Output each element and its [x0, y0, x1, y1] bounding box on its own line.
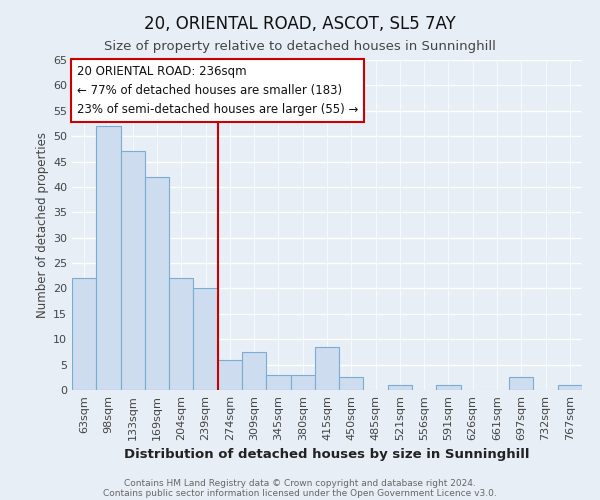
Bar [218, 360, 242, 390]
Y-axis label: Number of detached properties: Number of detached properties [36, 132, 49, 318]
Text: Contains HM Land Registry data © Crown copyright and database right 2024.: Contains HM Land Registry data © Crown c… [124, 478, 476, 488]
Text: 20, ORIENTAL ROAD, ASCOT, SL5 7AY: 20, ORIENTAL ROAD, ASCOT, SL5 7AY [144, 15, 456, 33]
Bar [96, 126, 121, 390]
Bar [339, 378, 364, 390]
Bar [290, 375, 315, 390]
Bar [509, 378, 533, 390]
X-axis label: Distribution of detached houses by size in Sunninghill: Distribution of detached houses by size … [124, 448, 530, 462]
Bar [558, 385, 582, 390]
Bar [436, 385, 461, 390]
Text: Size of property relative to detached houses in Sunninghill: Size of property relative to detached ho… [104, 40, 496, 53]
Bar [145, 177, 169, 390]
Bar [193, 288, 218, 390]
Text: 20 ORIENTAL ROAD: 236sqm
← 77% of detached houses are smaller (183)
23% of semi-: 20 ORIENTAL ROAD: 236sqm ← 77% of detach… [77, 65, 358, 116]
Bar [315, 347, 339, 390]
Bar [266, 375, 290, 390]
Bar [169, 278, 193, 390]
Bar [121, 152, 145, 390]
Bar [242, 352, 266, 390]
Text: Contains public sector information licensed under the Open Government Licence v3: Contains public sector information licen… [103, 488, 497, 498]
Bar [388, 385, 412, 390]
Bar [72, 278, 96, 390]
